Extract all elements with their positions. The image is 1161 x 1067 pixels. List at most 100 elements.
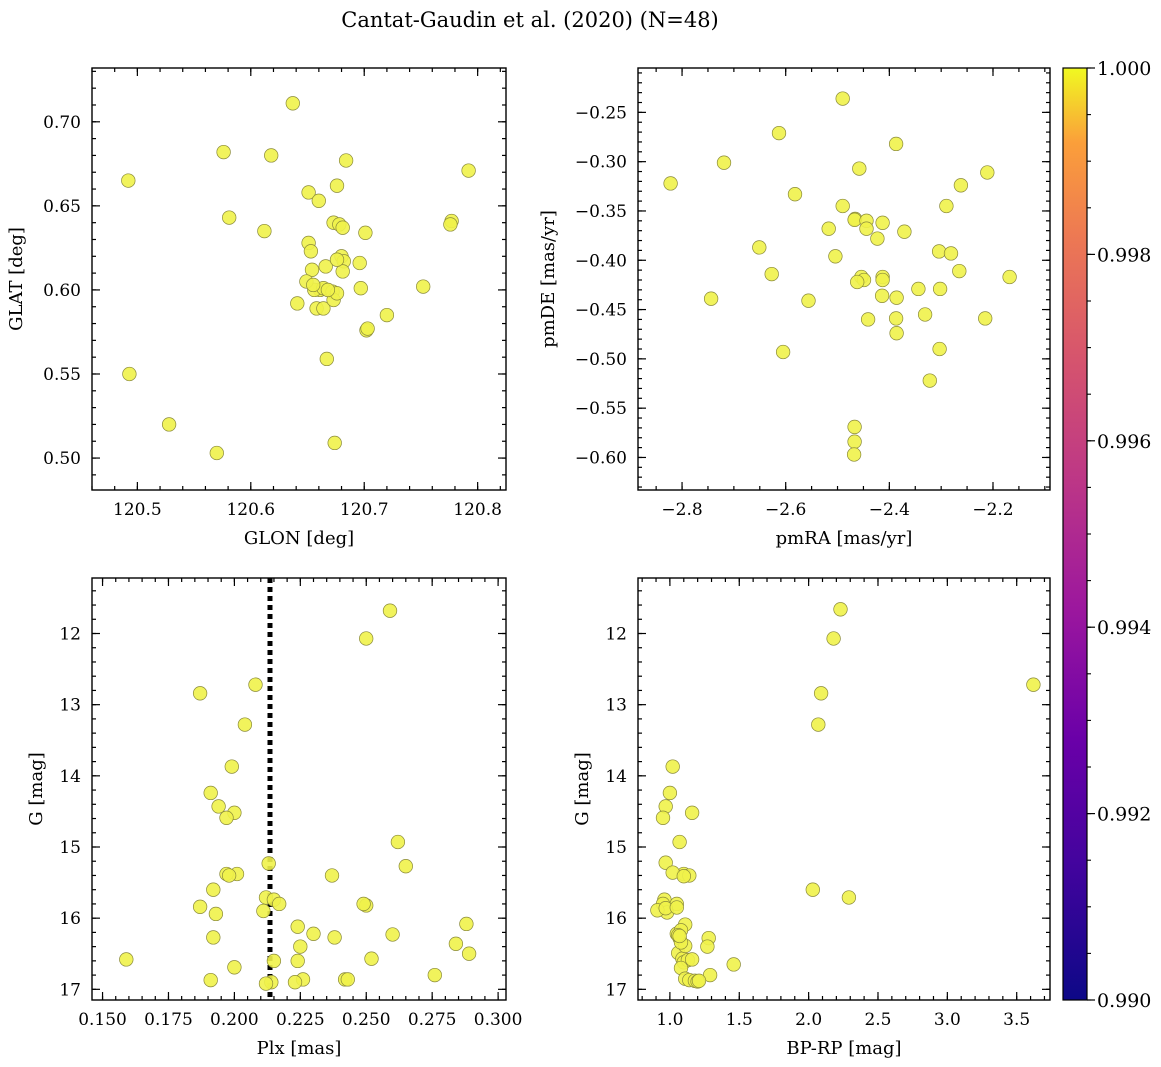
- colorbar-ticks: 0.990 0.992 0.994 0.996 0.998 1.000: [1087, 58, 1151, 1012]
- data-point: [752, 240, 767, 255]
- data-point: [398, 859, 413, 874]
- data-point: [324, 868, 340, 883]
- data-point: [833, 602, 848, 617]
- x-tick-label: 120.5: [113, 500, 162, 520]
- data-point: [303, 244, 319, 259]
- data-point: [211, 799, 226, 814]
- data-point: [208, 906, 224, 922]
- data-point: [290, 953, 305, 969]
- data-point: [192, 686, 208, 701]
- data-point: [888, 136, 904, 152]
- x-tick-label: 3.5: [1003, 1010, 1030, 1030]
- data-point: [775, 344, 791, 360]
- data-point: [672, 834, 687, 850]
- data-point: [443, 217, 458, 232]
- x-tick-label: 1.5: [726, 1010, 753, 1030]
- data-point: [665, 759, 680, 774]
- data-point: [448, 936, 464, 951]
- data-point: [703, 291, 719, 306]
- data-point: [875, 272, 890, 288]
- data-point: [221, 868, 237, 883]
- points: [663, 91, 1017, 462]
- y-tick-label: 0.55: [43, 365, 81, 385]
- data-point: [939, 198, 954, 214]
- x-tick-label: 2.5: [864, 1010, 891, 1030]
- data-point: [261, 856, 276, 871]
- data-point: [662, 785, 678, 801]
- x-tick-label: −2.8: [661, 500, 702, 520]
- data-point: [264, 148, 279, 163]
- data-point: [316, 301, 331, 316]
- y-tick-label: 16: [59, 909, 81, 929]
- y-tick-label: 17: [605, 980, 627, 1000]
- data-point: [119, 952, 134, 967]
- data-point: [813, 686, 829, 701]
- data-point: [669, 900, 684, 915]
- y-axis-label: G [mag]: [26, 752, 47, 825]
- data-point: [852, 161, 867, 176]
- y-tick-label: −0.30: [575, 153, 627, 173]
- data-point: [663, 176, 678, 191]
- points: [650, 602, 1041, 989]
- panels: 120.5 120.6 120.7 120.8 0.50 0.55 0.60 0.65 0.70…: [6, 67, 1051, 1059]
- data-point: [1002, 269, 1017, 285]
- data-point: [676, 869, 691, 884]
- data-point: [219, 810, 234, 825]
- data-point: [335, 264, 350, 279]
- data-point: [329, 178, 345, 193]
- data-point: [943, 246, 959, 261]
- data-point: [870, 231, 885, 246]
- data-point: [821, 221, 836, 236]
- data-point: [121, 173, 136, 188]
- data-point: [846, 447, 862, 462]
- data-point: [847, 419, 862, 435]
- data-point: [726, 957, 741, 972]
- data-point: [285, 96, 300, 111]
- data-point: [932, 281, 948, 297]
- y-tick-label: 14: [605, 767, 627, 787]
- y-tick-label: 17: [59, 980, 81, 1000]
- data-point: [771, 125, 787, 141]
- data-point: [684, 805, 700, 820]
- data-point: [379, 307, 395, 323]
- data-point: [203, 972, 218, 988]
- data-point: [352, 255, 367, 271]
- data-point: [888, 311, 904, 326]
- data-point: [287, 975, 303, 990]
- data-point: [978, 311, 993, 326]
- data-point: [329, 252, 345, 267]
- data-point: [161, 417, 177, 432]
- colorbar-tick-label: 0.996: [1097, 431, 1151, 453]
- y-tick-label: 0.60: [43, 281, 81, 301]
- y-tick-label: 15: [59, 838, 81, 858]
- data-point: [311, 193, 326, 208]
- data-point: [953, 178, 969, 193]
- data-point: [835, 198, 850, 214]
- x-tick-label: 0.150: [78, 1010, 127, 1030]
- data-point: [358, 225, 373, 240]
- data-point: [256, 903, 271, 919]
- data-point: [335, 220, 350, 235]
- data-point: [319, 351, 334, 367]
- ticks: [92, 578, 506, 1000]
- data-point: [801, 293, 816, 308]
- data-point: [461, 163, 476, 178]
- data-point: [304, 262, 320, 277]
- data-point: [290, 296, 305, 311]
- y-axis-label: pmDE [mas/yr]: [538, 210, 559, 348]
- colorbar-tick-label: 0.994: [1097, 617, 1151, 639]
- y-axis-label: GLAT [deg]: [6, 227, 27, 331]
- data-point: [672, 928, 687, 944]
- colorbar-tick-label: 0.992: [1097, 804, 1151, 826]
- y-tick-label: 12: [59, 625, 81, 645]
- data-point: [227, 960, 242, 975]
- data-point: [206, 930, 221, 945]
- x-tick-label: −2.2: [972, 500, 1013, 520]
- data-point: [847, 212, 862, 227]
- colorbar-tick-label: 0.990: [1097, 990, 1151, 1012]
- data-point: [327, 930, 342, 945]
- panel-sky: 120.5 120.6 120.7 120.8 0.50 0.55 0.60 0.65 0.70…: [6, 67, 507, 549]
- data-point: [952, 263, 967, 279]
- data-point: [306, 277, 321, 293]
